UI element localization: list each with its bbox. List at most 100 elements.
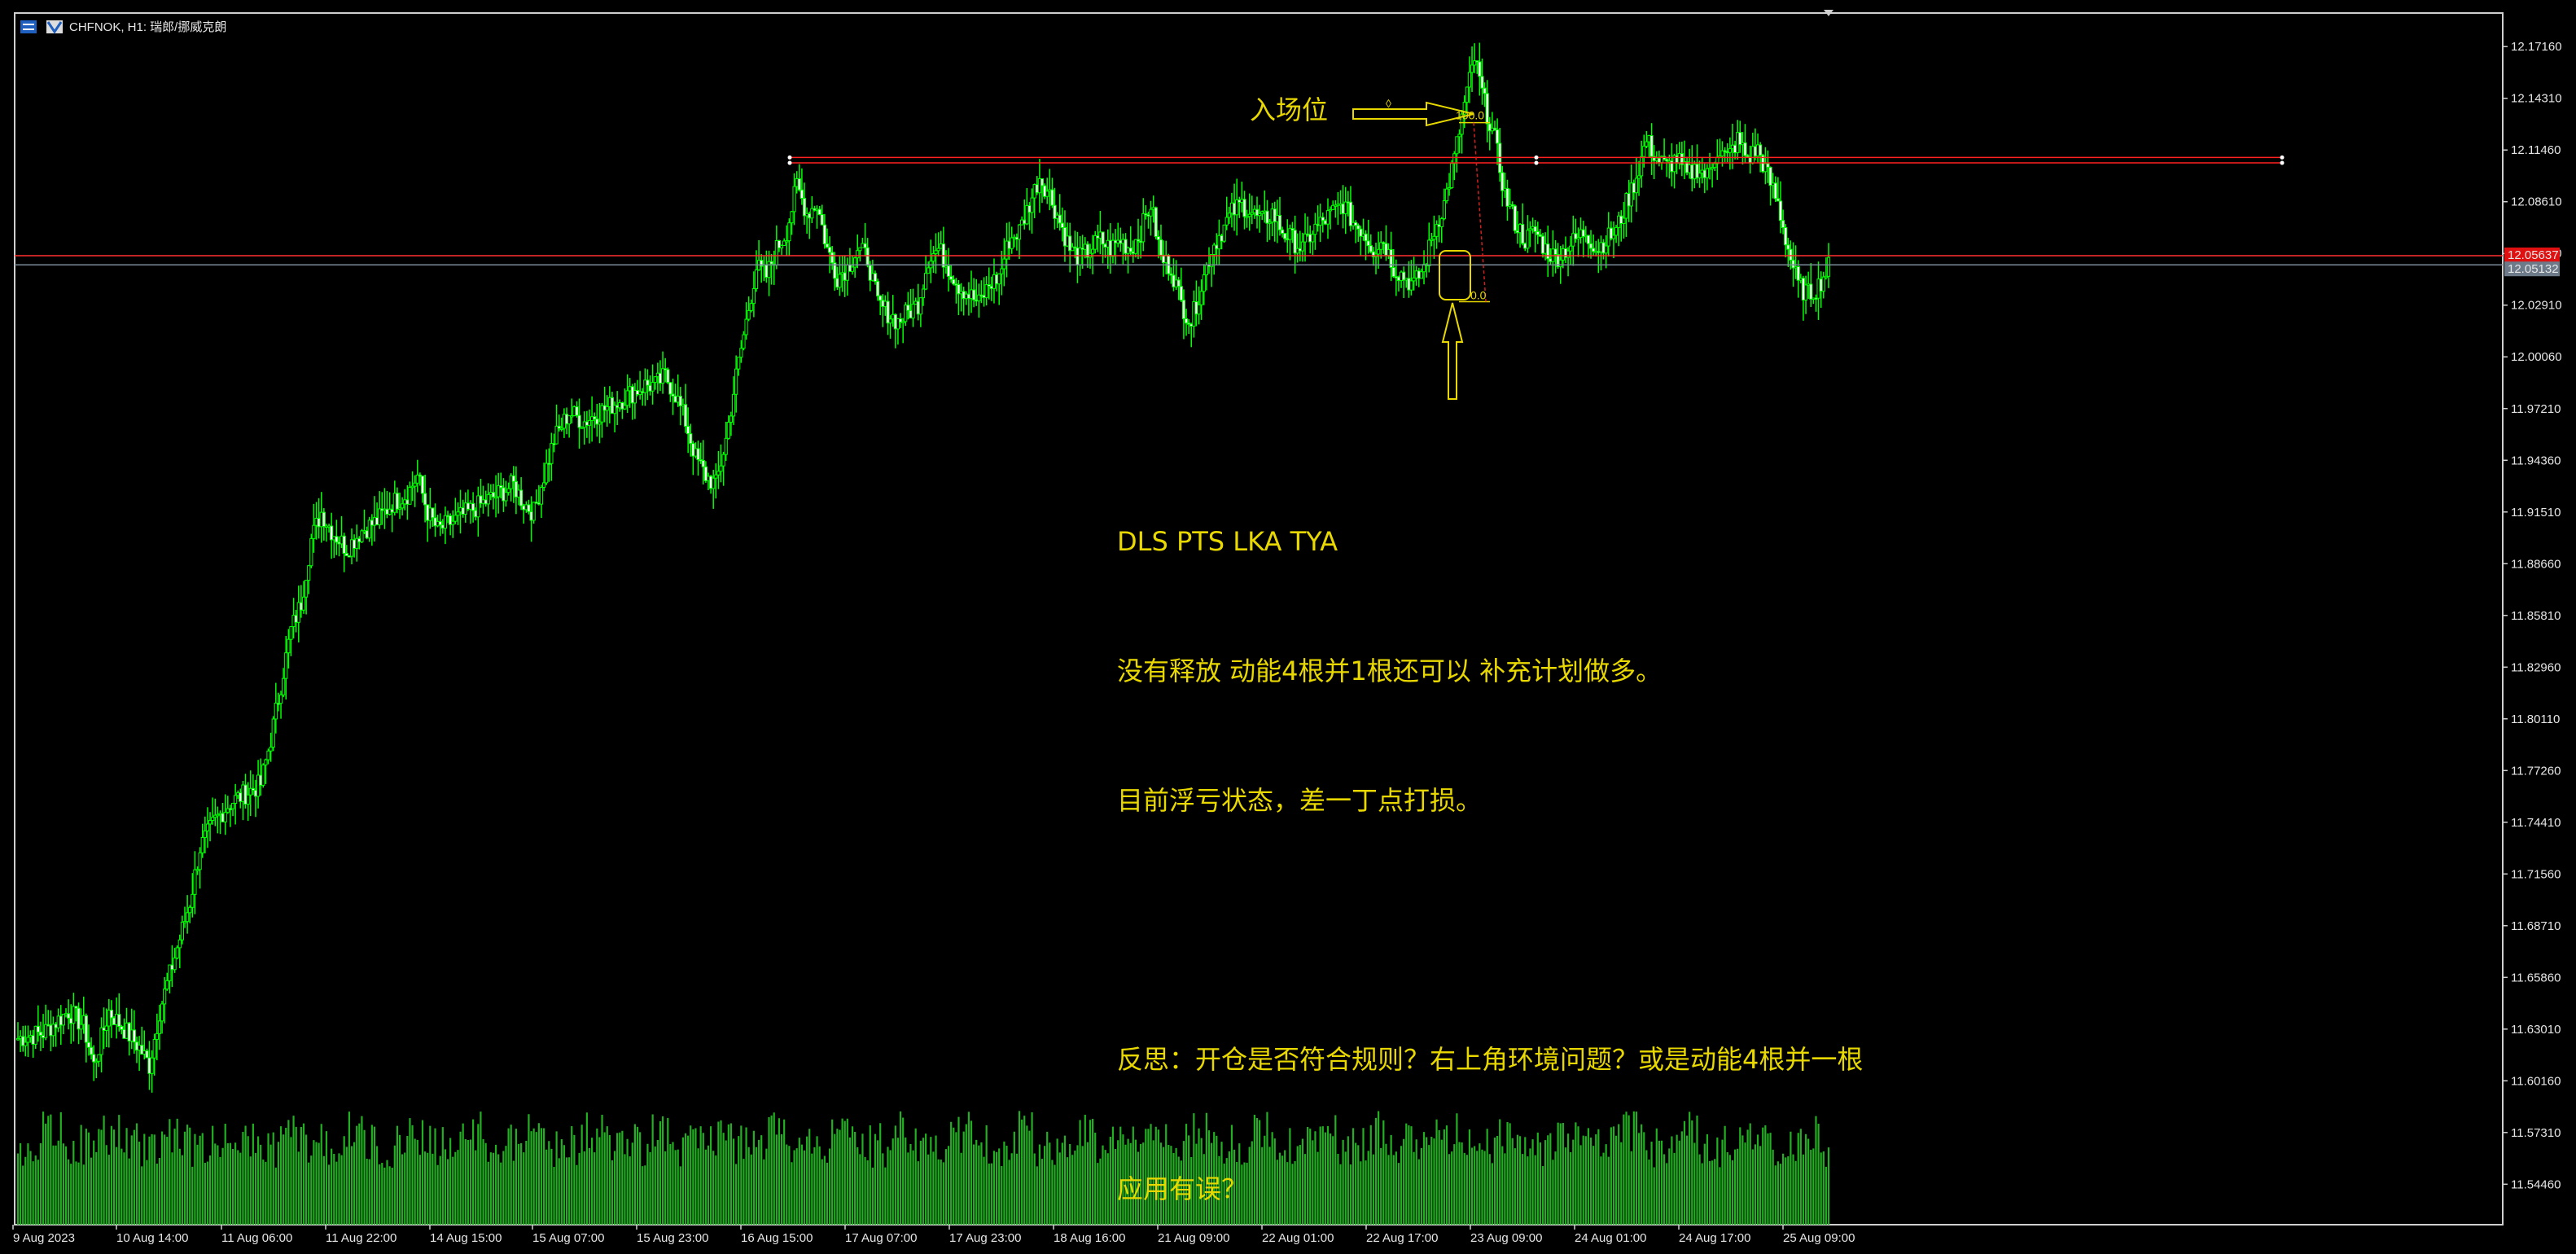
candle-body <box>307 565 311 581</box>
candle-body <box>1369 245 1373 252</box>
candle-body <box>1318 217 1322 226</box>
candle-body <box>671 393 675 397</box>
candle-body <box>1789 248 1793 261</box>
entry-label: 入场位 <box>1250 94 1328 125</box>
candle-body <box>716 471 721 476</box>
candle-body <box>1293 230 1297 254</box>
candle-body <box>686 426 690 435</box>
x-tick-label: 25 Aug 09:00 <box>1783 1231 1855 1245</box>
candle-body <box>744 318 748 335</box>
candle-body <box>850 266 855 272</box>
candle-body <box>927 267 931 274</box>
candle-body <box>1728 148 1732 153</box>
candle-body <box>570 415 574 418</box>
candle-body <box>408 486 412 505</box>
candle-body <box>1343 201 1347 214</box>
candle-body <box>1045 191 1049 197</box>
note-line-3: 目前浮亏状态，差一丁点打损。 <box>1117 785 1483 816</box>
candle-body <box>598 421 602 425</box>
candle-body <box>1784 227 1788 246</box>
candle-body <box>898 318 903 323</box>
candle-body <box>587 419 592 426</box>
candle-body <box>1526 230 1530 249</box>
candle-body <box>191 893 195 908</box>
candle-body <box>449 515 453 525</box>
candle-body <box>1452 153 1457 164</box>
candle-body <box>760 260 764 267</box>
candle-body <box>1513 205 1517 231</box>
candle-body <box>79 1024 83 1030</box>
candle-body <box>1473 60 1477 66</box>
candle-body <box>213 814 217 818</box>
candle-body <box>1356 225 1360 230</box>
candle-body <box>211 817 215 822</box>
candle-body <box>160 1003 164 1022</box>
candle-body <box>1634 178 1639 194</box>
candle-body <box>1124 239 1128 254</box>
candle-body <box>1179 286 1183 301</box>
candle-body <box>1199 291 1203 305</box>
candle-body <box>180 921 184 940</box>
candle-body <box>1465 86 1469 103</box>
candle-body <box>1467 72 1472 88</box>
candle-body <box>514 480 519 498</box>
y-tick-label: 12.02910 <box>2511 299 2562 313</box>
candle-body <box>216 813 220 817</box>
candle-body <box>1197 304 1201 315</box>
line-anchor-mid <box>1534 160 1539 165</box>
bars-icon[interactable] <box>20 20 37 33</box>
candle-body <box>936 248 940 252</box>
candle-body <box>1814 297 1818 300</box>
candle-body <box>1412 277 1416 282</box>
candle-body <box>1017 224 1022 240</box>
candle-body <box>360 530 364 542</box>
candle-body <box>1500 172 1505 191</box>
candle-body <box>497 484 501 498</box>
fib-label-100: 100.0 <box>1456 109 1484 122</box>
candle-body <box>282 677 286 695</box>
candle-body <box>1156 236 1160 240</box>
candle-body <box>1558 259 1562 268</box>
candle-body <box>1796 265 1800 281</box>
candle-body <box>443 515 448 529</box>
candle-body <box>1576 237 1580 239</box>
candle-body <box>612 405 617 414</box>
candle-body <box>541 482 546 489</box>
candle-body <box>1629 182 1633 207</box>
y-tick-label: 12.11460 <box>2511 143 2561 157</box>
candle-body <box>1348 201 1353 226</box>
x-tick-label: 11 Aug 22:00 <box>326 1231 396 1245</box>
y-tick-label: 11.85810 <box>2511 609 2561 623</box>
candle-body <box>33 1025 37 1045</box>
candle-body <box>1609 227 1613 239</box>
candle-body <box>550 443 554 464</box>
candle-body <box>1439 218 1444 227</box>
candle-body <box>1636 175 1641 179</box>
candle-body <box>1093 235 1097 250</box>
time-axis[interactable]: 9 Aug 2023 10 Aug 14:00 11 Aug 06:00 11 Aug… <box>12 1225 1855 1245</box>
candle-body <box>1290 228 1295 231</box>
candle-body <box>623 405 627 410</box>
candle-body <box>24 1041 28 1046</box>
y-tick-label: 12.17160 <box>2511 40 2562 54</box>
resistance-lines[interactable] <box>15 155 2503 265</box>
candle-body <box>751 287 756 305</box>
price-axis[interactable]: 12.1716012.1431012.1146012.0861012.05760… <box>2503 40 2562 1191</box>
candle-body <box>1665 159 1669 162</box>
candle-body <box>1495 129 1500 144</box>
candle-body <box>1313 223 1317 235</box>
ask-price-label: 12.05637 <box>2508 248 2559 262</box>
candle-body <box>797 178 801 191</box>
line-anchor-right <box>2280 155 2285 160</box>
candlesticks <box>15 42 1831 1093</box>
candle-body <box>1480 76 1484 89</box>
candle-body <box>1354 221 1358 226</box>
candle-body <box>1809 283 1813 300</box>
y-tick-label: 11.60160 <box>2511 1074 2561 1088</box>
candle-body <box>246 794 250 805</box>
candle-body <box>1536 230 1540 235</box>
candle-body <box>519 489 524 506</box>
candle-body <box>1611 235 1616 239</box>
candle-body <box>77 1007 81 1030</box>
